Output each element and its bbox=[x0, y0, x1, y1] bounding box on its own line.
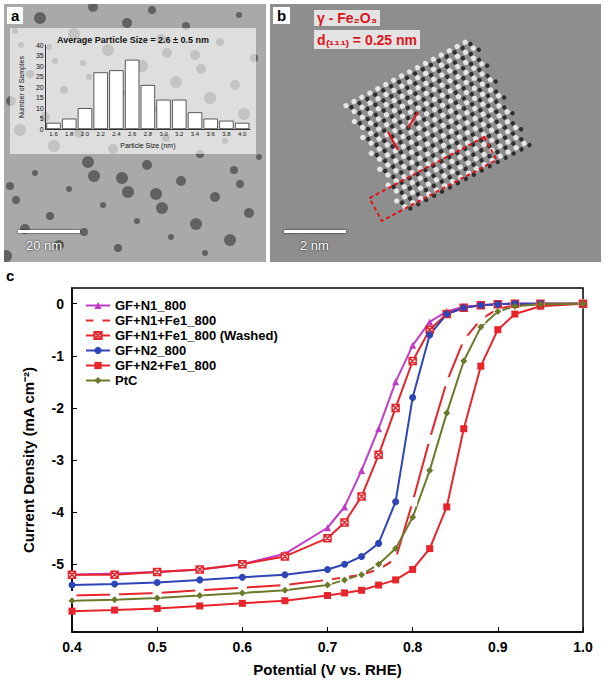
svg-text:5: 5 bbox=[40, 115, 44, 122]
svg-text:25: 25 bbox=[36, 73, 44, 80]
svg-text:-1: -1 bbox=[52, 348, 65, 364]
html-text:b: b bbox=[277, 7, 287, 24]
svg-text:Current Density (mA cm⁻²): Current Density (mA cm⁻²) bbox=[20, 367, 37, 553]
svg-text:2.6: 2.6 bbox=[128, 131, 137, 137]
svg-text:GF+N2+Fe1_800: GF+N2+Fe1_800 bbox=[115, 358, 216, 373]
svg-text:2.8: 2.8 bbox=[144, 131, 153, 137]
svg-text:3.0: 3.0 bbox=[159, 131, 168, 137]
svg-text:30: 30 bbox=[36, 63, 44, 70]
svg-text:2.2: 2.2 bbox=[97, 131, 106, 137]
svg-text:GF+N1+Fe1_800 (Washed): GF+N1+Fe1_800 (Washed) bbox=[115, 328, 278, 343]
svg-text:GF+N2_800: GF+N2_800 bbox=[115, 343, 186, 358]
html-text:γ - Fe₂O₃: γ - Fe₂O₃ bbox=[317, 10, 378, 26]
svg-text:10: 10 bbox=[36, 105, 44, 112]
svg-text:GF+N1+Fe1_800: GF+N1+Fe1_800 bbox=[115, 313, 216, 328]
svg-text:1.6: 1.6 bbox=[49, 131, 58, 137]
html-text:d₍₁₁₁₎ = 0.25 nm: d₍₁₁₁₎ = 0.25 nm bbox=[317, 32, 417, 48]
svg-text:3.6: 3.6 bbox=[207, 131, 216, 137]
svg-text:0.9: 0.9 bbox=[488, 639, 508, 655]
svg-text:40: 40 bbox=[36, 42, 44, 49]
svg-text:-5: -5 bbox=[52, 556, 65, 572]
svg-text:1.0: 1.0 bbox=[573, 639, 593, 655]
svg-text:-4: -4 bbox=[52, 504, 65, 520]
svg-text:35: 35 bbox=[36, 52, 44, 59]
svg-text:Particle Size (nm): Particle Size (nm) bbox=[120, 142, 175, 150]
svg-text:c: c bbox=[6, 267, 14, 284]
svg-text:2.4: 2.4 bbox=[112, 131, 121, 137]
html-text:a: a bbox=[11, 7, 20, 24]
svg-text:0: 0 bbox=[56, 296, 64, 312]
svg-text:3.4: 3.4 bbox=[191, 131, 200, 137]
svg-text:Average Particle Size = 2.6 ±: Average Particle Size = 2.6 ± 0.5 nm bbox=[57, 35, 209, 45]
svg-text:GF+N1_800: GF+N1_800 bbox=[115, 298, 186, 313]
svg-text:0: 0 bbox=[40, 126, 44, 133]
html-text:2 nm: 2 nm bbox=[300, 238, 329, 253]
svg-text:2.0: 2.0 bbox=[81, 131, 90, 137]
svg-text:20: 20 bbox=[36, 84, 44, 91]
svg-text:0.7: 0.7 bbox=[318, 639, 338, 655]
svg-text:PtC: PtC bbox=[115, 373, 138, 388]
svg-text:Number of Samples: Number of Samples bbox=[18, 56, 26, 118]
svg-text:-2: -2 bbox=[52, 400, 65, 416]
svg-text:0.8: 0.8 bbox=[403, 639, 423, 655]
svg-text:0.4: 0.4 bbox=[62, 639, 82, 655]
svg-text:Potential (V vs. RHE): Potential (V vs. RHE) bbox=[253, 661, 401, 678]
svg-text:3.8: 3.8 bbox=[222, 131, 231, 137]
svg-text:0.5: 0.5 bbox=[147, 639, 167, 655]
svg-text:0.6: 0.6 bbox=[233, 639, 253, 655]
svg-text:1.8: 1.8 bbox=[65, 131, 74, 137]
svg-text:3.2: 3.2 bbox=[175, 131, 184, 137]
svg-text:-3: -3 bbox=[52, 452, 65, 468]
svg-text:15: 15 bbox=[36, 94, 44, 101]
svg-text:4.0: 4.0 bbox=[238, 131, 247, 137]
html-text:20 nm: 20 nm bbox=[26, 238, 63, 253]
